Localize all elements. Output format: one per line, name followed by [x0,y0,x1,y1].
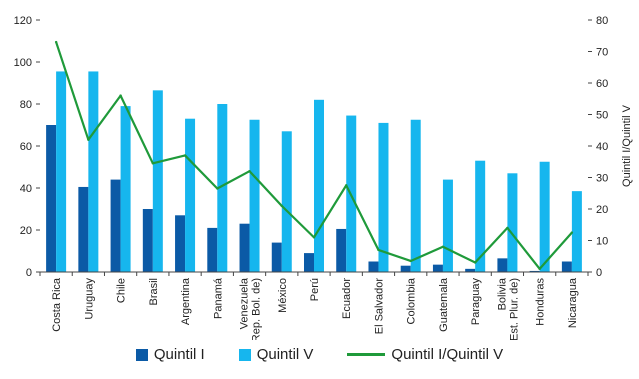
x-tick-label: Honduras [535,278,547,326]
bar-quintil-v [249,119,260,272]
legend-item-quintil-i: Quintil I [135,346,205,363]
y-left-tick-label: 100 [14,57,32,69]
bar-quintil-i [336,228,347,272]
ratio-point [441,245,445,248]
legend-swatch-quintil-i [135,348,148,361]
y-right-tick-label: 70 [596,47,608,59]
x-tick-label: (Rep. Bol. de) [251,278,263,340]
y-left-tick-label: 0 [26,267,32,279]
ratio-point [312,236,316,239]
bar-quintil-i [529,270,540,272]
ratio-point [151,162,155,165]
bar-quintil-i [207,227,218,272]
x-tick-label: (Est. Plur. de) [508,278,520,340]
legend-item-quintil-v: Quintil V [238,346,314,363]
legend-item-ratio: Quintil I/Quintil V [347,346,503,363]
ratio-point [409,259,412,263]
y-right-tick-label: 80 [596,15,608,27]
ratio-point [119,94,122,97]
bar-quintil-v [185,118,196,272]
bar-quintil-v [539,161,550,272]
bar-quintil-v [378,122,389,273]
bar-quintil-i [239,223,250,272]
x-tick-label: Chile [116,278,128,303]
ratio-point [280,204,283,208]
x-tick-label: Panamá [212,277,224,319]
y-right-tick-label: 20 [596,204,608,216]
y-right-axis-label: Quintil I/Quintil V [621,104,633,187]
x-tick-label: Nicaragua [567,277,579,328]
legend-label-quintil-v: Quintil V [256,346,314,363]
ratio-point [54,40,58,44]
legend-label-ratio: Quintil I/Quintil V [391,346,504,363]
x-tick-label: Bolivia [496,277,508,310]
x-tick-label: México [277,278,289,313]
x-tick-label: Perú [309,278,321,301]
chart-svg: 0 20 40 60 80 100 120 0 10 20 30 40 50 60 70 80 Quintil … [14,15,633,346]
y-left-tick-label: 120 [14,15,32,27]
bar-quintil-i [432,264,443,272]
x-tick-label: Costa Rica [51,277,63,332]
bar-quintil-v [120,106,131,272]
bar-quintil-v [217,104,228,272]
y-left-tick-label: 40 [20,183,32,195]
bar-quintil-i [46,125,57,272]
ratio-point [345,184,348,187]
bar-quintil-i [400,265,411,272]
legend-swatch-quintil-v [238,348,251,361]
x-tick-label: Argentina [180,277,192,325]
x-tick-label: El Salvador [373,278,385,335]
bar-quintil-i [271,242,282,272]
ratio-point [216,187,219,190]
bar-quintil-i [175,215,186,272]
x-tick-label: Uruguay [83,278,95,320]
bar-quintil-i [110,179,121,272]
legend-label-quintil-i: Quintil I [153,346,205,363]
bar-quintil-v [571,191,582,272]
ratio-point [377,248,380,252]
bar-quintil-v [314,99,324,272]
x-tick-label: Guatemala [438,277,450,332]
bar-quintil-i [368,261,379,272]
x-tick-label: Colombia [406,277,418,324]
y-right-tick-label: 0 [596,267,602,279]
y-left-tick-label: 80 [20,99,32,111]
y-right-tick-label: 60 [596,78,608,90]
bar-quintil-i [142,209,153,272]
ratio-point [248,170,251,173]
ratio-point [473,261,477,264]
bar-quintil-v [152,90,163,272]
ratio-point [506,226,509,230]
bar-quintil-v [410,119,421,272]
y-right-tick-label: 50 [596,110,608,122]
ratio-point [570,231,574,234]
ratio-line [55,41,573,270]
ratio-point [538,267,541,271]
x-tick-label: Ecuador [341,278,353,319]
x-tick-label: Venezuela [239,277,251,329]
ratio-point [183,154,187,157]
bar-quintil-i [465,268,476,272]
ratio-point [87,138,90,141]
bar-quintil-v [475,160,486,272]
bar-quintil-v [88,71,99,272]
y-left-tick-label: 60 [20,141,32,153]
bar-quintil-i [497,258,508,272]
bar-quintil-i [304,253,314,272]
x-tick-label: Paraguay [470,278,482,326]
y-right-tick-label: 10 [596,236,608,248]
legend-swatch-ratio [347,353,386,356]
y-left-tick-label: 20 [20,225,32,237]
legend: Quintil I Quintil V Quintil I/Quintil V [0,346,639,363]
y-right-tick-label: 30 [596,173,608,185]
y-right-tick-label: 40 [596,141,608,153]
bar-quintil-i [78,186,89,272]
bar-quintil-v [442,179,453,272]
bar-quintil-v [56,71,67,272]
bar-quintil-i [561,261,572,272]
x-tick-label: Brasil [148,278,160,306]
bar-quintil-v [507,173,518,272]
bar-quintil-v [281,131,292,272]
